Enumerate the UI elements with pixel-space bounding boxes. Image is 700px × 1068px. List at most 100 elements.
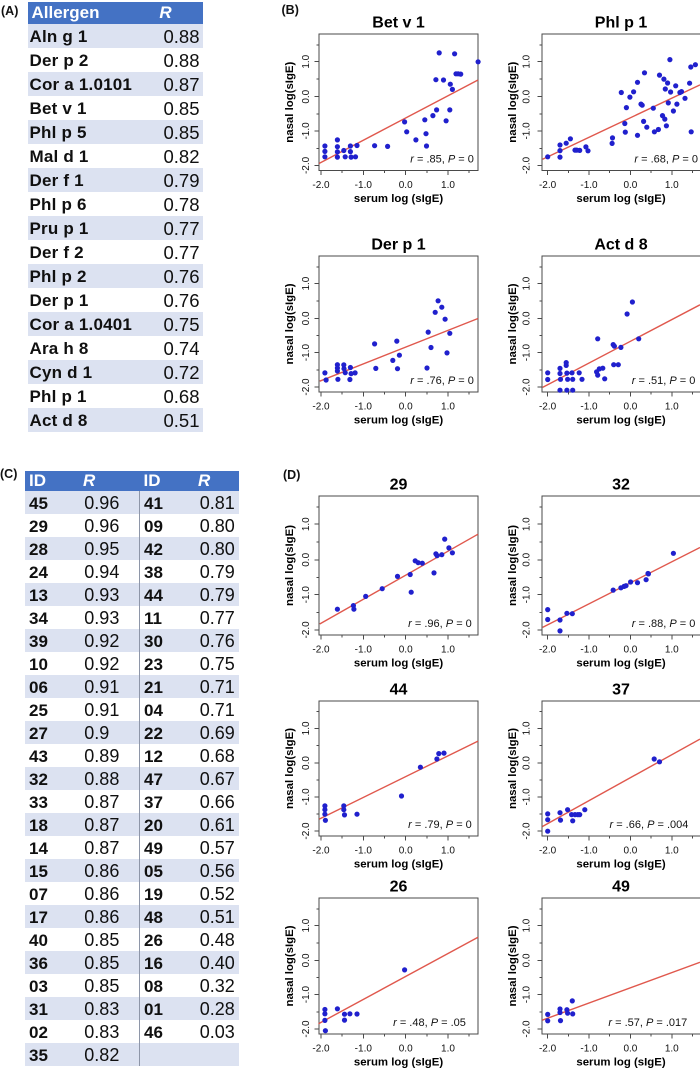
svg-text:-1.0: -1.0 xyxy=(355,846,373,857)
svg-text:serum log (sIgE): serum log (sIgE) xyxy=(354,658,443,670)
svg-text:0.0: 0.0 xyxy=(301,89,312,103)
svg-text:-2.0: -2.0 xyxy=(522,822,533,840)
svg-text:-2.0: -2.0 xyxy=(522,621,533,639)
svg-text:0.0: 0.0 xyxy=(399,645,413,656)
svg-text:-1.0: -1.0 xyxy=(580,1044,598,1055)
svg-text:serum log (sIgE): serum log (sIgE) xyxy=(354,1057,443,1068)
svg-text:0.0: 0.0 xyxy=(399,402,413,413)
svg-text:serum log (sIgE): serum log (sIgE) xyxy=(576,1057,665,1068)
svg-text:29: 29 xyxy=(390,477,408,494)
svg-text:0.0: 0.0 xyxy=(301,953,312,967)
svg-text:-1.0: -1.0 xyxy=(522,344,533,362)
svg-text:-2.0: -2.0 xyxy=(312,645,330,656)
svg-text:0.0: 0.0 xyxy=(623,1044,637,1055)
svg-text:1.0: 1.0 xyxy=(301,54,312,68)
svg-text:0.0: 0.0 xyxy=(623,402,637,413)
svg-text:nasal log(sIgE): nasal log(sIgE) xyxy=(507,925,519,1006)
svg-text:44: 44 xyxy=(390,682,408,699)
svg-text:1.0: 1.0 xyxy=(441,645,455,656)
svg-text:-2.0: -2.0 xyxy=(539,180,557,191)
svg-text:1.0: 1.0 xyxy=(441,402,455,413)
svg-text:r = .96, P = 0: r = .96, P = 0 xyxy=(408,618,472,630)
svg-text:-2.0: -2.0 xyxy=(301,621,312,639)
svg-text:-2.0: -2.0 xyxy=(522,156,533,174)
svg-text:-1.0: -1.0 xyxy=(580,402,598,413)
svg-text:0.0: 0.0 xyxy=(623,180,637,191)
svg-text:-1.0: -1.0 xyxy=(301,586,312,604)
svg-text:nasal log(sIgE): nasal log(sIgE) xyxy=(507,61,519,142)
svg-text:-2.0: -2.0 xyxy=(539,1044,557,1055)
svg-text:-1.0: -1.0 xyxy=(301,344,312,362)
svg-text:r = .68, P = 0: r = .68, P = 0 xyxy=(634,154,698,166)
svg-text:nasal log(sIgE): nasal log(sIgE) xyxy=(507,525,519,606)
svg-text:1.0: 1.0 xyxy=(441,846,455,857)
svg-text:-1.0: -1.0 xyxy=(355,645,373,656)
svg-text:1.0: 1.0 xyxy=(441,1044,455,1055)
svg-text:nasal log(sIgE): nasal log(sIgE) xyxy=(284,728,296,809)
svg-text:r = .76, P = 0: r = .76, P = 0 xyxy=(410,375,474,387)
svg-text:serum log (sIgE): serum log (sIgE) xyxy=(354,859,443,871)
svg-text:nasal log(sIgE): nasal log(sIgE) xyxy=(507,728,519,809)
svg-text:1.0: 1.0 xyxy=(522,721,533,735)
svg-text:1.0: 1.0 xyxy=(522,54,533,68)
svg-text:-1.0: -1.0 xyxy=(522,986,533,1004)
svg-text:1.0: 1.0 xyxy=(301,721,312,735)
svg-text:37: 37 xyxy=(612,682,630,699)
svg-text:1.0: 1.0 xyxy=(665,645,679,656)
svg-text:1.0: 1.0 xyxy=(665,1044,679,1055)
svg-text:1.0: 1.0 xyxy=(522,918,533,932)
svg-text:1.0: 1.0 xyxy=(522,276,533,290)
svg-text:-1.0: -1.0 xyxy=(301,122,312,140)
svg-text:1.0: 1.0 xyxy=(441,180,455,191)
svg-text:-2.0: -2.0 xyxy=(522,1020,533,1038)
svg-text:0.0: 0.0 xyxy=(399,846,413,857)
svg-text:49: 49 xyxy=(612,879,630,896)
svg-text:-1.0: -1.0 xyxy=(580,645,598,656)
svg-text:-1.0: -1.0 xyxy=(355,180,373,191)
svg-text:0.0: 0.0 xyxy=(623,846,637,857)
svg-text:-2.0: -2.0 xyxy=(522,378,533,396)
svg-text:-1.0: -1.0 xyxy=(355,402,373,413)
svg-text:-1.0: -1.0 xyxy=(301,986,312,1004)
svg-text:-1.0: -1.0 xyxy=(580,846,598,857)
svg-text:serum log (sIgE): serum log (sIgE) xyxy=(576,193,665,205)
svg-text:-1.0: -1.0 xyxy=(301,788,312,806)
svg-text:serum log (sIgE): serum log (sIgE) xyxy=(576,859,665,871)
svg-text:0.0: 0.0 xyxy=(522,552,533,566)
svg-text:serum log (sIgE): serum log (sIgE) xyxy=(576,415,665,427)
svg-text:-2.0: -2.0 xyxy=(312,402,330,413)
svg-text:Act d 8: Act d 8 xyxy=(594,237,647,254)
svg-text:-2.0: -2.0 xyxy=(301,822,312,840)
svg-text:nasal log(sIgE): nasal log(sIgE) xyxy=(284,283,296,364)
svg-text:1.0: 1.0 xyxy=(301,517,312,531)
svg-text:r = .88, P = 0: r = .88, P = 0 xyxy=(632,618,696,630)
svg-text:-1.0: -1.0 xyxy=(522,788,533,806)
svg-text:nasal log(sIgE): nasal log(sIgE) xyxy=(284,525,296,606)
svg-text:Phl p 1: Phl p 1 xyxy=(595,15,648,32)
svg-text:1.0: 1.0 xyxy=(301,918,312,932)
svg-text:nasal log(sIgE): nasal log(sIgE) xyxy=(507,283,519,364)
svg-text:-1.0: -1.0 xyxy=(522,122,533,140)
svg-text:nasal log(sIgE): nasal log(sIgE) xyxy=(284,925,296,1006)
svg-text:0.0: 0.0 xyxy=(623,645,637,656)
svg-text:-1.0: -1.0 xyxy=(355,1044,373,1055)
svg-text:-2.0: -2.0 xyxy=(301,378,312,396)
svg-text:0.0: 0.0 xyxy=(399,1044,413,1055)
svg-text:r = .48, P = .05: r = .48, P = .05 xyxy=(393,1017,466,1029)
svg-text:32: 32 xyxy=(612,477,630,494)
svg-text:-2.0: -2.0 xyxy=(539,402,557,413)
svg-text:-1.0: -1.0 xyxy=(522,586,533,604)
svg-text:26: 26 xyxy=(390,879,408,896)
svg-text:1.0: 1.0 xyxy=(665,402,679,413)
svg-text:r = .79, P = 0: r = .79, P = 0 xyxy=(408,819,472,831)
svg-text:1.0: 1.0 xyxy=(665,180,679,191)
svg-text:Bet v 1: Bet v 1 xyxy=(372,15,425,32)
svg-text:0.0: 0.0 xyxy=(522,311,533,325)
svg-text:r = .85, P = 0: r = .85, P = 0 xyxy=(410,154,474,166)
svg-text:r = .57, P = .017: r = .57, P = .017 xyxy=(608,1017,687,1029)
svg-text:1.0: 1.0 xyxy=(522,517,533,531)
svg-text:0.0: 0.0 xyxy=(522,756,533,770)
svg-text:0.0: 0.0 xyxy=(522,89,533,103)
svg-text:Der p 1: Der p 1 xyxy=(371,237,425,254)
svg-text:-2.0: -2.0 xyxy=(539,645,557,656)
